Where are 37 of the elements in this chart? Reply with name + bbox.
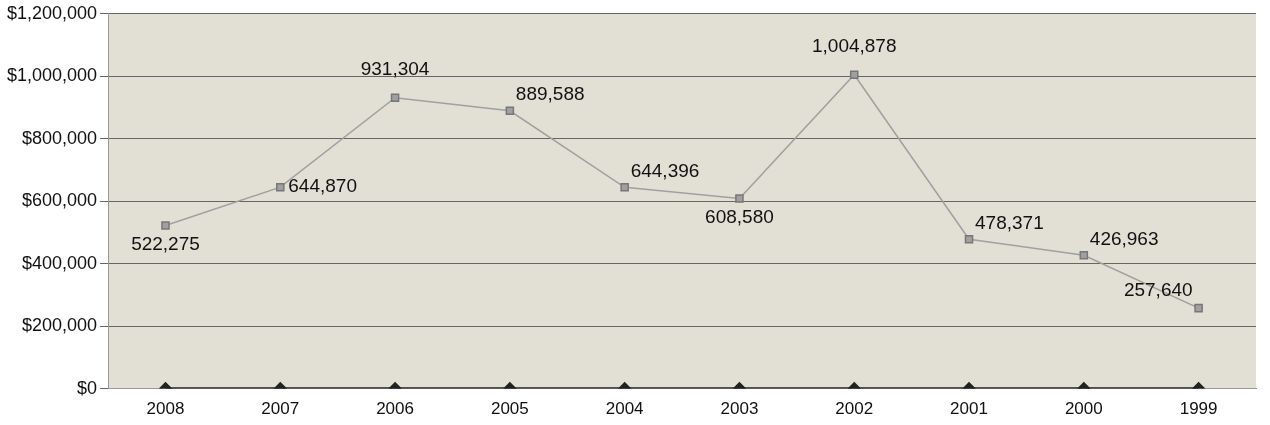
y-tick-label: $0	[77, 377, 98, 398]
data-label: 644,396	[630, 160, 700, 182]
data-label: 426,963	[1089, 227, 1159, 249]
point	[161, 221, 170, 230]
x-tick-label: 1999	[1179, 399, 1218, 419]
data-label: 931,304	[360, 58, 430, 80]
data-label: 644,870	[288, 175, 357, 197]
y-tick-label: $600,000	[22, 190, 98, 211]
x-tick-label: 2004	[605, 399, 644, 419]
point	[964, 234, 974, 244]
point	[390, 93, 400, 103]
x-tick-label: 2003	[720, 399, 759, 419]
y-tick-label: $800,000	[22, 127, 98, 148]
y-tick-label: $1,200,000	[6, 2, 98, 23]
y-tick-label: $400,000	[22, 252, 98, 273]
point	[505, 106, 515, 116]
point	[620, 183, 629, 192]
x-tick-label: 2001	[950, 399, 988, 419]
y-tick-label: $1,000,000	[6, 65, 98, 86]
x-tick-label: 2005	[490, 399, 529, 419]
x-tick-label: 2006	[376, 399, 414, 419]
data-label: 1,004,878	[811, 35, 897, 57]
point	[275, 182, 285, 192]
point	[1194, 303, 1203, 313]
point	[849, 70, 859, 80]
y-tick-label: $200,000	[22, 315, 98, 336]
point	[735, 194, 744, 203]
data-label: 257,640	[1123, 278, 1193, 300]
data-label: 478,371	[975, 211, 1044, 233]
x-tick-label: 2008	[146, 399, 185, 419]
data-label: 522,275	[131, 233, 200, 255]
data-label: 889,588	[515, 83, 585, 105]
x-tick-label: 2002	[835, 399, 874, 419]
x-tick-label: 2000	[1064, 399, 1103, 419]
data-label: 608,580	[705, 206, 774, 228]
x-tick-label: 2007	[261, 399, 300, 419]
point	[1079, 250, 1089, 260]
